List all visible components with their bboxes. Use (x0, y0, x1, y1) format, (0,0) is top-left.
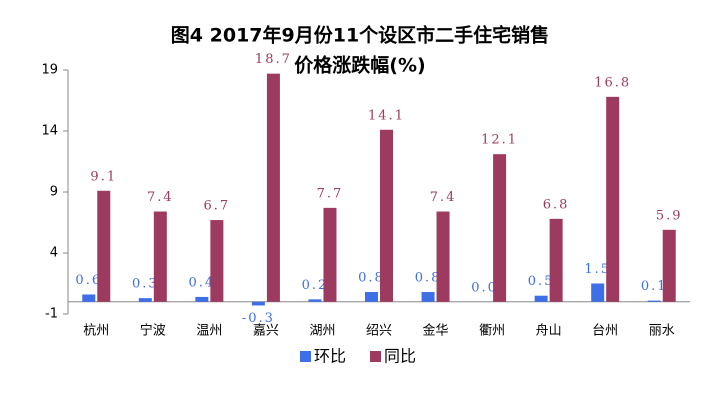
x-tick-label: 衢州 (479, 324, 505, 339)
x-tick-label: 宁波 (140, 323, 166, 339)
value-label: 0.5 (528, 274, 555, 289)
bar (606, 96, 620, 302)
legend-swatch (370, 351, 381, 362)
value-label: 0.4 (189, 275, 216, 290)
bar (534, 295, 548, 302)
x-tick-label: 温州 (196, 324, 222, 339)
bar (591, 283, 605, 302)
y-tick-label: 14 (41, 124, 58, 139)
bar (365, 292, 378, 302)
value-label: 0.0 (471, 280, 498, 295)
bar (493, 154, 507, 302)
y-tick-label: 19 (41, 63, 58, 78)
bar (323, 207, 337, 302)
value-label: 7.7 (317, 186, 344, 201)
value-label: 0.6 (75, 273, 102, 288)
x-tick-label: 金华 (423, 323, 449, 339)
value-label: 7.4 (147, 190, 174, 205)
value-label: 18.7 (255, 52, 292, 67)
value-label: 0.8 (415, 271, 442, 286)
legend-label: 环比 (314, 347, 346, 366)
x-tick-label: 丽水 (649, 324, 675, 339)
x-tick-label: 台州 (592, 324, 618, 339)
bar (662, 229, 676, 302)
bar (210, 220, 224, 302)
legend-label: 同比 (384, 347, 416, 366)
bar (251, 301, 265, 306)
bar (153, 211, 167, 302)
x-tick-label: 舟山 (536, 324, 562, 339)
value-label: 14.1 (368, 108, 405, 123)
x-tick-label: 湖州 (309, 324, 335, 339)
value-label: -0.3 (242, 311, 275, 326)
y-tick-label: -1 (45, 307, 58, 322)
bar (195, 296, 209, 302)
x-tick-label: 绍兴 (366, 324, 392, 339)
bar (308, 299, 322, 302)
value-label: 0.2 (302, 278, 329, 293)
bar (549, 218, 563, 302)
y-tick-label: 4 (50, 246, 58, 261)
bar (266, 73, 280, 302)
value-label: 7.4 (430, 190, 457, 205)
bar (421, 292, 435, 302)
value-label: 0.8 (358, 271, 385, 286)
chart-title: 图4 2017年9月份11个设区市二手住宅销售 (171, 24, 549, 47)
value-label: 6.8 (543, 197, 570, 212)
y-tick-label: 9 (50, 185, 58, 200)
bar (97, 190, 111, 302)
x-tick-label: 嘉兴 (253, 324, 279, 339)
x-tick-label: 杭州 (83, 324, 109, 339)
bar (380, 129, 393, 302)
bar (436, 211, 450, 302)
bar (82, 294, 96, 302)
value-label: 16.8 (594, 75, 631, 90)
value-label: 1.5 (584, 262, 611, 277)
value-label: 0.3 (132, 277, 159, 292)
legend-swatch (300, 351, 311, 362)
bar (647, 300, 661, 302)
chart-title: 价格涨跌幅(%) (294, 54, 425, 77)
value-label: 6.7 (204, 199, 231, 214)
value-label: 12.1 (481, 133, 518, 148)
value-label: 9.1 (90, 169, 117, 184)
bar (138, 298, 152, 302)
value-label: 0.1 (641, 279, 668, 294)
value-label: 5.9 (656, 208, 683, 223)
